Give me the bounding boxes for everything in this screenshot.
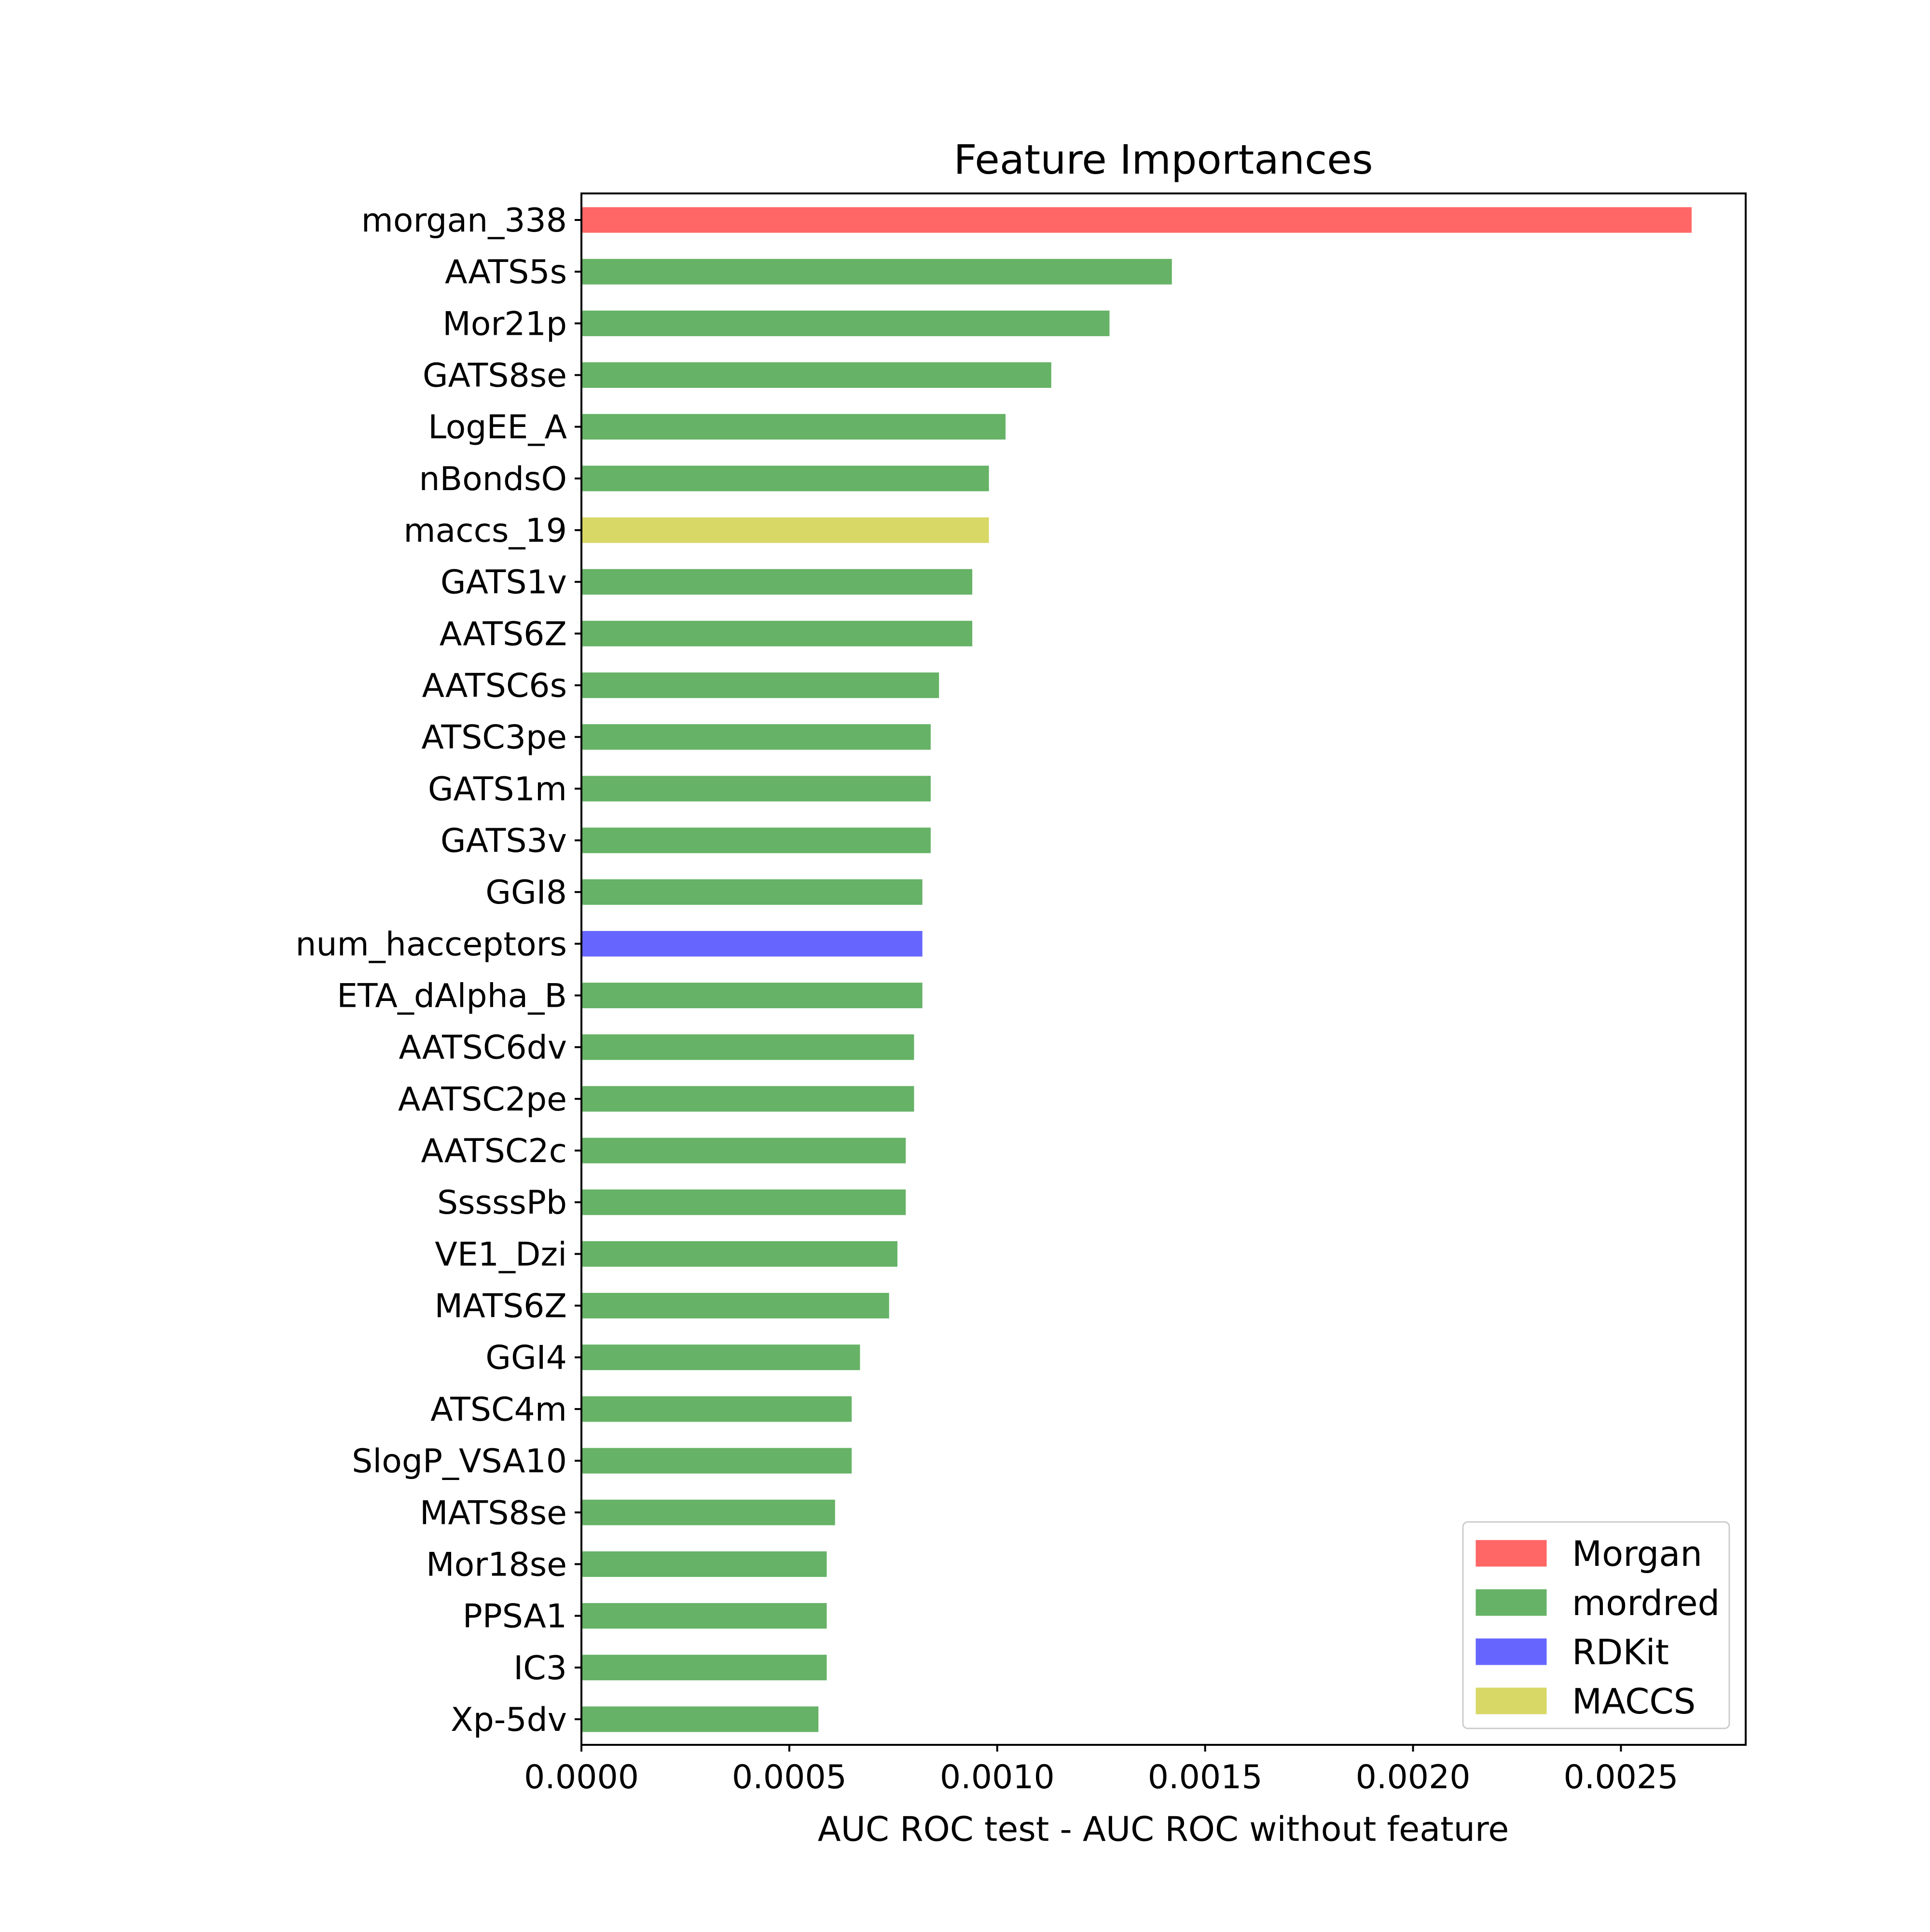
legend-swatch-morgan — [1475, 1540, 1547, 1567]
y-tick-label: Mor21p — [442, 305, 567, 343]
bar-AATSC6dv — [581, 1034, 914, 1060]
legend-swatch-mordred — [1475, 1589, 1547, 1616]
bar-LogEE_A — [581, 414, 1006, 440]
chart-title: Feature Importances — [953, 136, 1373, 183]
y-tick-label: ATSC4m — [430, 1391, 567, 1429]
legend-label-morgan: Morgan — [1572, 1534, 1702, 1574]
x-tick-label: 0.0020 — [1356, 1758, 1471, 1796]
y-tick-label: MATS8se — [420, 1494, 567, 1532]
bar-AATSC2c — [581, 1137, 906, 1164]
y-tick-label: LogEE_A — [428, 409, 567, 447]
legend-frame — [1462, 1521, 1730, 1729]
bar-nBondsO — [581, 466, 989, 492]
bar-AATS6Z — [581, 620, 973, 646]
bar-AATS5s — [581, 259, 1172, 285]
y-tick-label: maccs_19 — [403, 512, 567, 550]
y-tick-label: AATS5s — [445, 253, 567, 291]
bar-morgan_338 — [581, 207, 1692, 233]
legend-label-maccs: MACCS — [1572, 1681, 1696, 1722]
bar-PPSA1 — [581, 1603, 827, 1629]
bar-Mor18se — [581, 1551, 827, 1577]
y-tick-labels: morgan_338 AATS5s Mor21p GATS8se LogEE_A nBon… — [295, 202, 581, 1739]
bar-GATS8se — [581, 362, 1051, 388]
y-tick-label: nBondsO — [419, 460, 567, 498]
legend: Morgan mordred RDKit MACCS — [1462, 1521, 1730, 1729]
x-tick-label: 0.0015 — [1148, 1758, 1263, 1796]
bar-GATS1m — [581, 776, 931, 802]
bar-Mor21p — [581, 310, 1110, 336]
y-tick-label: GGI4 — [485, 1339, 567, 1377]
bar-SlogP_VSA10 — [581, 1448, 852, 1474]
bar-MATS6Z — [581, 1293, 889, 1319]
legend-label-mordred: mordred — [1572, 1583, 1720, 1623]
legend-swatch-maccs — [1475, 1687, 1547, 1714]
y-tick-label: GATS8se — [423, 357, 567, 395]
y-tick-label: MATS6Z — [435, 1288, 567, 1326]
y-tick-label: morgan_338 — [361, 202, 567, 240]
legend-swatch-rdkit — [1475, 1638, 1547, 1665]
bar-ATSC4m — [581, 1396, 852, 1422]
bar-GGI8 — [581, 879, 923, 905]
y-tick-label: AATSC2pe — [398, 1081, 567, 1119]
y-tick-label: AATSC6s — [422, 667, 567, 705]
y-tick-label: num_hacceptors — [295, 925, 567, 963]
bar-IC3 — [581, 1655, 827, 1681]
y-tick-label: Xp-5dv — [451, 1701, 567, 1739]
y-tick-label: AATSC6dv — [399, 1029, 567, 1067]
y-tick-label: IC3 — [513, 1649, 567, 1687]
bar-AATSC6s — [581, 672, 939, 699]
bar-ETA_dAlpha_B — [581, 983, 923, 1009]
x-tick-label: 0.0025 — [1563, 1758, 1678, 1796]
y-tick-label: GATS1m — [428, 770, 567, 808]
bar-num_hacceptors — [581, 931, 923, 957]
bar-GATS1v — [581, 569, 973, 595]
plot-frame — [580, 192, 1747, 1746]
y-tick-label: SssssPb — [437, 1184, 567, 1222]
bar-AATSC2pe — [581, 1086, 914, 1112]
bar-Xp-5dv — [581, 1706, 819, 1732]
y-tick-label: VE1_Dzi — [435, 1235, 567, 1274]
bar-VE1_Dzi — [581, 1241, 897, 1267]
y-tick-label: GATS3v — [441, 822, 567, 860]
bar-ATSC3pe — [581, 724, 931, 750]
bar-maccs_19 — [581, 517, 989, 543]
x-axis-ticks: 0.0000 0.0005 0.0010 0.0015 0.0020 0.0025 — [524, 1745, 1678, 1796]
x-tick-label: 0.0000 — [524, 1758, 639, 1796]
bar-MATS8se — [581, 1499, 835, 1525]
legend-label-rdkit: RDKit — [1572, 1632, 1669, 1672]
y-tick-label: ATSC3pe — [421, 719, 567, 757]
y-tick-label: PPSA1 — [463, 1598, 567, 1636]
y-tick-label: GATS1v — [441, 563, 567, 602]
x-axis-label: AUC ROC test - AUC ROC without feature — [818, 1809, 1509, 1849]
bar-GGI4 — [581, 1344, 860, 1370]
bar-SssssPb — [581, 1189, 906, 1215]
y-tick-label: SlogP_VSA10 — [352, 1442, 567, 1480]
x-tick-label: 0.0010 — [940, 1758, 1055, 1796]
bars-layer — [581, 207, 1692, 1732]
y-tick-label: AATS6Z — [440, 615, 567, 653]
y-tick-label: GGI8 — [485, 874, 567, 912]
y-tick-label: Mor18se — [426, 1546, 567, 1584]
y-tick-label: ETA_dAlpha_B — [337, 977, 567, 1015]
bar-GATS3v — [581, 827, 931, 853]
x-tick-label: 0.0005 — [732, 1758, 847, 1796]
y-tick-label: AATSC2c — [421, 1132, 567, 1170]
